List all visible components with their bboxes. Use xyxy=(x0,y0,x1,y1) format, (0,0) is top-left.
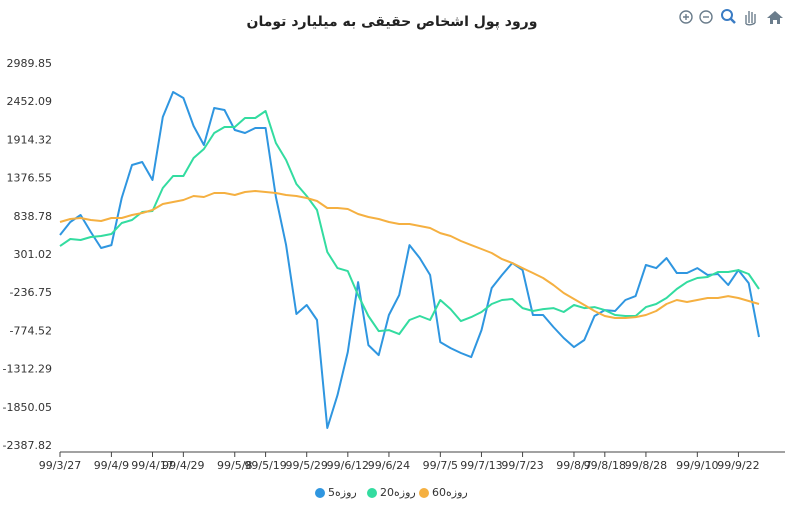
chart-title: ورود پول اشخاص حقیقی به میلیارد تومان xyxy=(247,14,538,30)
x-tick-label: 99/6/12 xyxy=(327,459,369,472)
pan-button[interactable] xyxy=(745,11,756,26)
x-tick-label: 99/4/17 xyxy=(131,459,173,472)
legend-marker xyxy=(367,488,377,498)
y-tick-label: -1850.05 xyxy=(3,401,52,414)
y-tick-label: 2452.09 xyxy=(7,95,53,108)
toolbar xyxy=(679,9,783,26)
x-tick-label: 99/7/13 xyxy=(460,459,502,472)
legend-label: روزه20 xyxy=(380,486,416,499)
line-series xyxy=(59,110,760,336)
y-tick-label: -2387.82 xyxy=(3,439,52,452)
y-tick-label: -1312.29 xyxy=(3,363,52,376)
x-tick-label: 99/7/23 xyxy=(501,459,543,472)
x-tick-label: 99/8/7 xyxy=(556,459,591,472)
reset-button[interactable] xyxy=(767,11,783,24)
legend-item: روزه5 xyxy=(315,486,357,499)
legend-label: روزه5 xyxy=(328,486,357,499)
x-tick-label: 99/4/9 xyxy=(94,459,129,472)
legend-marker xyxy=(315,488,325,498)
line-series xyxy=(59,190,760,319)
x-tick-label: 99/6/24 xyxy=(368,459,410,472)
zoom-out-button[interactable] xyxy=(699,10,713,24)
x-tick-label: 99/9/22 xyxy=(717,459,759,472)
x-tick-label: 99/3/27 xyxy=(39,459,81,472)
x-tick-label: 99/5/29 xyxy=(286,459,328,472)
y-tick-label: 1376.55 xyxy=(7,172,53,185)
legend-item: روزه60 xyxy=(419,486,468,499)
y-tick-label: -774.52 xyxy=(10,324,52,337)
zoom-in-button[interactable] xyxy=(679,10,693,24)
legend-label: روزه60 xyxy=(432,486,468,499)
y-tick-label: 1914.32 xyxy=(7,133,53,146)
y-tick-label: 2989.85 xyxy=(7,57,53,70)
legend-item: روزه20 xyxy=(367,486,416,499)
zoom-select-button[interactable] xyxy=(721,9,736,24)
line-series xyxy=(59,91,760,429)
y-tick-label: 301.02 xyxy=(14,248,53,261)
x-tick-label: 99/8/28 xyxy=(625,459,667,472)
y-tick-label: 838.78 xyxy=(14,210,53,223)
legend-marker xyxy=(419,488,429,498)
x-tick-label: 99/5/8 xyxy=(217,459,252,472)
x-tick-label: 99/5/19 xyxy=(244,459,286,472)
x-tick-label: 99/4/29 xyxy=(162,459,204,472)
x-tick-label: 99/8/18 xyxy=(584,459,626,472)
x-tick-label: 99/7/5 xyxy=(423,459,458,472)
y-tick-label: -236.75 xyxy=(10,286,52,299)
x-tick-label: 99/9/10 xyxy=(676,459,718,472)
